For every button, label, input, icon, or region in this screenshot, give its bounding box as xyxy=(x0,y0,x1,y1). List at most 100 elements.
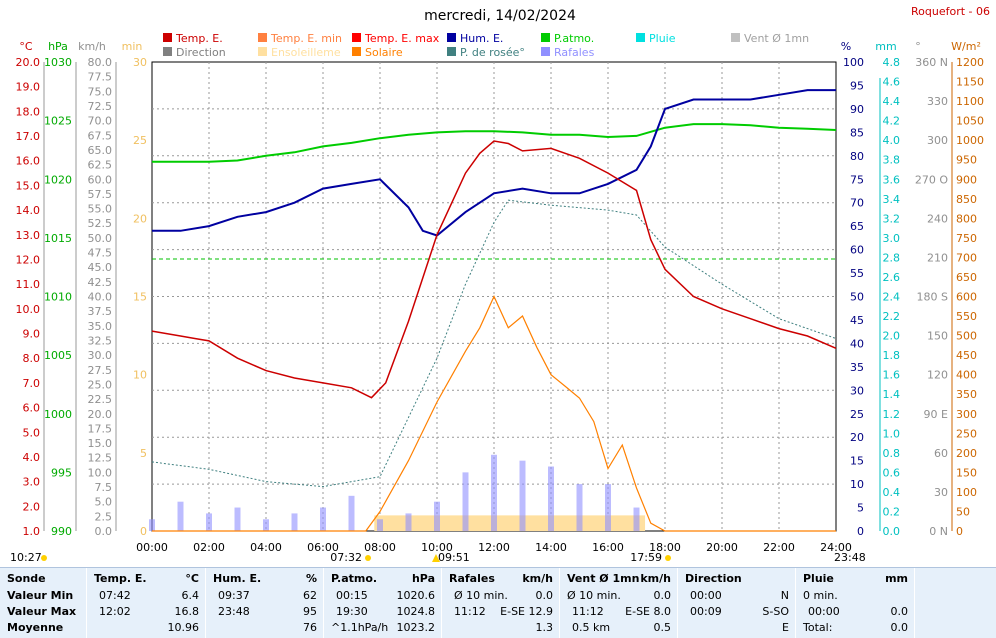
gust-bar xyxy=(263,519,269,531)
station-name[interactable]: Roquefort - 06 xyxy=(911,5,990,18)
dewpoint-line xyxy=(151,199,837,488)
event-sunset: 17:59 xyxy=(630,551,662,564)
press-max-time: 19:30 xyxy=(336,605,368,618)
temp-max-value: 16.8 xyxy=(174,605,200,618)
axis-tick-label: 85 xyxy=(850,126,864,139)
axis-tick-label: 1050 xyxy=(956,115,984,128)
axis-tick-label: 90 E xyxy=(924,408,948,421)
axis-tick-label: 70.0 xyxy=(88,115,113,128)
time-tick-label: 10:00 xyxy=(421,541,453,554)
axis-tick-label: 22.5 xyxy=(88,393,113,406)
axis-tick-label: 0.2 xyxy=(883,505,901,518)
wind-distance: 0.5 km xyxy=(572,621,611,634)
axis-tick-label: 5.0 xyxy=(23,426,41,439)
axis-tick-label: 3.8 xyxy=(883,154,901,167)
axis-tick-label: 300 xyxy=(927,134,948,147)
sun-icon xyxy=(41,555,47,561)
hum-avg-value: 76 xyxy=(303,621,317,634)
axis-tick-label: 30.0 xyxy=(88,349,113,362)
axis-tick-label: 25 xyxy=(133,134,147,147)
series-layer xyxy=(149,89,837,532)
axis-tick-label: 17.0 xyxy=(16,130,41,143)
gust-bar xyxy=(462,472,469,531)
axis-tick-label: 10.0 xyxy=(16,303,41,316)
axis-tick-label: 350 xyxy=(956,388,977,401)
rain-value: 0.0 xyxy=(890,605,909,618)
gust-bar xyxy=(519,460,526,531)
legend-swatch xyxy=(541,47,550,56)
axis-tick-label: 2.5 xyxy=(95,510,113,523)
axis-tick-label: 650 xyxy=(956,271,977,284)
axis-unit: °C xyxy=(19,40,33,53)
axis-tick-label: 1000 xyxy=(44,408,72,421)
gust-bar xyxy=(291,513,298,531)
legend-swatch xyxy=(447,33,456,42)
axis-tick-label: 0 N xyxy=(929,525,948,538)
row-avg-label: Moyenne xyxy=(7,621,64,634)
summary-press: P.atmo. hPa 00:15 1020.6 19:30 1024.8 ^1.1h… xyxy=(324,568,442,638)
axis-tick-label: 200 xyxy=(956,447,977,460)
axis-tick-label: 95 xyxy=(850,79,864,92)
row-min-label: Valeur Min xyxy=(7,589,74,602)
pressure-line xyxy=(152,123,837,163)
axis-tick-label: 20.0 xyxy=(88,408,113,421)
axis-tick-label: 70 xyxy=(850,197,864,210)
axis-tick-label: 32.5 xyxy=(88,334,113,347)
axis-unit: km/h xyxy=(78,40,106,53)
axis-tick-label: 60 xyxy=(850,244,864,257)
summary-temp: Temp. E. °C 07:42 6.4 12:02 16.8 10.96 xyxy=(87,568,206,638)
axis-tick-label: 12.0 xyxy=(16,253,41,266)
axis-tick-label: 25 xyxy=(850,408,864,421)
axis-tick-label: 1005 xyxy=(44,349,72,362)
wind-10min-label: Ø 10 min. xyxy=(567,589,621,602)
axis-tick-label: 17.5 xyxy=(88,422,113,435)
gust-bar xyxy=(633,507,640,531)
axes: °C 20.0 19.0 18.0 17.0 16.0 15.0 14.0 13.0 12.0 11… xyxy=(16,40,985,554)
time-tick-label: 14:00 xyxy=(535,541,567,554)
axis-tick-label: 50 xyxy=(956,505,970,518)
axis-tick-label: 3.2 xyxy=(883,212,901,225)
wind-avg-value: 0.5 xyxy=(653,621,672,634)
rain-total-label: Total: xyxy=(803,621,833,634)
axis-tick-label: 62.5 xyxy=(88,159,113,172)
dir-value-1: N xyxy=(780,589,789,602)
time-tick-label: 00:00 xyxy=(136,541,168,554)
legend-swatch xyxy=(352,47,361,56)
axis-unit: % xyxy=(841,40,851,53)
axis-tick-label: 77.5 xyxy=(88,71,113,84)
temp-max-time: 12:02 xyxy=(99,605,131,618)
axis-tick-label: 1025 xyxy=(44,115,72,128)
events: 10:27 07:32 09:51 17:59 23:48 xyxy=(10,551,866,564)
gust-bar xyxy=(405,513,412,531)
legend-label: Ensoleilleme xyxy=(271,46,341,59)
legend-swatch xyxy=(541,33,550,42)
axis-tick-label: 900 xyxy=(956,173,977,186)
axis-tick-label: 1020 xyxy=(44,173,72,186)
gust-bar xyxy=(605,484,611,531)
axis-tick-label: 0.8 xyxy=(883,447,901,460)
time-tick-label: 06:00 xyxy=(307,541,339,554)
legend-swatch xyxy=(163,33,172,42)
axis-tick-label: 65 xyxy=(850,220,864,233)
axis-tick-label: 4.8 xyxy=(883,56,901,69)
summary-wind: Vent Ø 1mn km/h Ø 10 min. 0.0 11:12 E-SE 8.… xyxy=(560,568,678,638)
gust-bar xyxy=(434,501,440,531)
gust-bar xyxy=(548,466,554,531)
hum-min-value: 62 xyxy=(303,589,317,602)
gust-bar xyxy=(177,501,184,531)
rain-unit: mm xyxy=(885,572,908,585)
legend-label: Pluie xyxy=(649,32,676,45)
axis-tick-label: 9.0 xyxy=(23,328,41,341)
axis-tick-label: 0.0 xyxy=(883,525,901,538)
gust-10min-label: Ø 10 min. xyxy=(454,589,508,602)
axis-tick-label: 0 xyxy=(956,525,963,538)
press-unit: hPa xyxy=(411,572,435,585)
weather-chart: mercredi, 14/02/2024 Roquefort - 06 Temp… xyxy=(10,5,990,564)
axis-tick-label: 47.5 xyxy=(88,247,113,260)
axis-tick-label: 150 xyxy=(956,466,977,479)
peak-icon xyxy=(432,554,440,562)
axis-tick-label: 5.0 xyxy=(95,496,113,509)
axis-unit: mm xyxy=(875,40,896,53)
axis-tick-label: 550 xyxy=(956,310,977,323)
axis-tick-label: 30 xyxy=(934,486,948,499)
